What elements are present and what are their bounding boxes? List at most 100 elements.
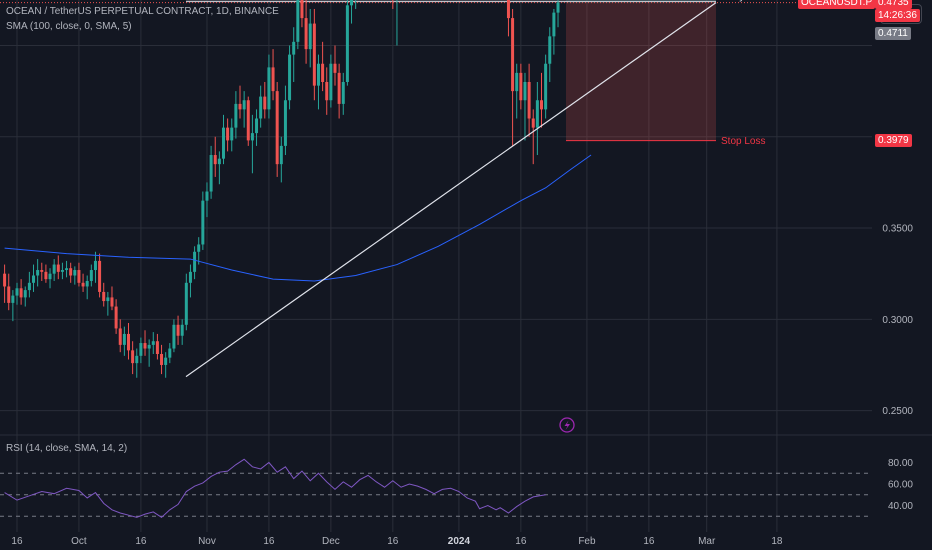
candle-body: [36, 270, 40, 276]
price-label-symbol: OCEANUSDT.P: [798, 0, 876, 10]
candle-body: [106, 297, 110, 302]
price-label-stop: 0.3979: [875, 134, 912, 148]
candle-body: [259, 96, 263, 119]
candle-body: [308, 23, 312, 50]
candle-body: [333, 63, 337, 73]
candle-body: [296, 0, 300, 42]
candle-body: [292, 41, 296, 55]
x-tick-label: Dec: [322, 536, 340, 547]
candle-body: [114, 306, 118, 329]
candle-body: [221, 127, 225, 159]
y-tick-label: 0.3500: [882, 224, 913, 235]
candle-body: [552, 12, 556, 37]
candle-body: [131, 350, 135, 364]
candle-body: [44, 271, 48, 280]
entry-zone: [186, 0, 716, 2]
candle-body: [193, 251, 197, 272]
price-label-sma: 0.4711: [875, 27, 911, 41]
candle-body: [110, 297, 114, 307]
candle-body: [151, 341, 155, 345]
x-tick-label: Feb: [578, 536, 596, 547]
candle-body: [321, 63, 325, 82]
candle-body: [160, 354, 164, 365]
candle-body: [201, 200, 205, 245]
sma-legend[interactable]: SMA (100, close, 0, SMA, 5): [6, 21, 132, 32]
candle-body: [312, 23, 316, 86]
candle-body: [267, 67, 271, 110]
candle-body: [56, 264, 60, 272]
candle-body: [19, 288, 23, 298]
candle-body: [238, 103, 242, 110]
candle-body: [122, 333, 126, 345]
x-tick-label: 16: [515, 536, 527, 547]
candle-body: [213, 155, 217, 165]
candle-body: [209, 155, 213, 192]
candle-body: [197, 244, 201, 252]
candle-body: [226, 127, 230, 141]
candle-body: [350, 0, 354, 6]
candle-body: [155, 341, 159, 355]
candle-body: [246, 100, 250, 141]
candle-body: [288, 54, 292, 101]
candle-body: [135, 355, 139, 364]
rsi-legend[interactable]: RSI (14, close, SMA, 14, 2): [6, 443, 128, 454]
candle-body: [540, 100, 543, 110]
candle-body: [325, 81, 329, 101]
candle-body: [127, 333, 130, 351]
sma-line: [4, 154, 592, 282]
x-tick-label: 16: [263, 536, 275, 547]
candle-body: [89, 270, 93, 281]
candle-body: [168, 348, 172, 358]
candle-body: [27, 282, 31, 291]
candle-body: [164, 357, 168, 365]
candle-body: [52, 264, 56, 274]
candle-body: [48, 273, 52, 280]
candle-body: [523, 81, 527, 101]
y-tick-label: 0.3000: [882, 315, 913, 326]
candle-body: [271, 67, 275, 92]
candle-body: [511, 18, 515, 92]
candle-body: [341, 81, 345, 104]
candle-body: [176, 324, 180, 336]
candle-body: [69, 268, 73, 276]
candle-body: [255, 118, 259, 134]
candle-body: [32, 275, 36, 283]
candle-body: [118, 328, 122, 345]
candle-body: [184, 282, 188, 325]
candle-body: [23, 290, 27, 298]
candle-body: [535, 100, 539, 128]
candle-body: [234, 103, 238, 128]
candle-body: [7, 286, 11, 303]
candle-body: [98, 260, 102, 292]
candle-body: [263, 96, 267, 110]
x-tick-label: 16: [11, 536, 23, 547]
candle-body: [506, 0, 510, 19]
stop-loss-label: Stop Loss: [721, 136, 765, 147]
price-label-countdown: 14:26:36: [875, 9, 920, 23]
candle-body: [143, 343, 147, 349]
candle-body: [147, 344, 151, 349]
candle-body: [345, 5, 349, 82]
chart-title[interactable]: OCEAN / TetherUS PERPETUAL CONTRACT, 1D,…: [6, 6, 279, 17]
candle-body: [3, 273, 7, 287]
entry-price-label: Entry Price: [721, 0, 770, 3]
lightning-icon[interactable]: [559, 417, 575, 433]
candle-body: [548, 36, 552, 64]
candle-body: [81, 282, 85, 287]
candle-body: [283, 100, 287, 146]
candle-body: [102, 291, 106, 302]
candle-body: [316, 63, 320, 86]
candle-body: [519, 72, 523, 101]
candle-body: [304, 18, 308, 50]
candle-body: [15, 288, 19, 296]
candle-body: [230, 127, 234, 141]
rsi-tick-label: 40.00: [888, 501, 913, 512]
candle-body: [300, 0, 304, 19]
candle-body: [279, 145, 283, 165]
candle-body: [329, 63, 333, 101]
candle-body: [217, 158, 221, 165]
price-label-last: 0.4735: [875, 0, 912, 10]
candle-body: [85, 280, 89, 287]
candle-body: [188, 271, 192, 283]
